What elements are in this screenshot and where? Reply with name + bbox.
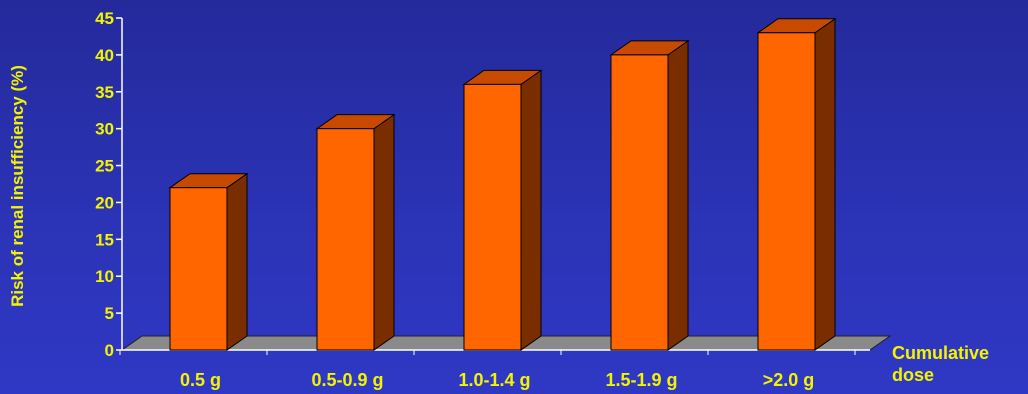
y-axis-title: Risk of renal insufficiency (%) [8,65,28,307]
bar-front-face [758,33,815,350]
y-tick-label: 35 [95,83,114,102]
x-tick-label: 1.5-1.9 g [605,370,677,390]
bar-side-face [521,70,541,350]
x-tick-label: 0.5-0.9 g [311,370,383,390]
bar-3 [464,70,541,350]
x-tick-label: >2.0 g [763,370,815,390]
bar-side-face [227,174,247,350]
bar-side-face [815,19,835,350]
x-tick-label: 0.5 g [180,370,221,390]
y-tick-label: 25 [95,157,114,176]
y-axis-title-wrap: Risk of renal insufficiency (%) [0,0,36,394]
bar-front-face [464,84,521,350]
y-tick-label: 5 [105,304,114,323]
x-axis-title: Cumulative dose [892,342,1022,386]
y-tick-label: 0 [105,341,114,360]
y-tick-label: 45 [95,9,114,28]
bar-front-face [170,188,227,350]
y-tick-label: 30 [95,120,114,139]
y-tick-label: 40 [95,46,114,65]
x-tick-label: 1.0-1.4 g [458,370,530,390]
y-tick-label: 20 [95,193,114,212]
y-tick-label: 10 [95,267,114,286]
bar-4 [611,41,688,350]
bar-front-face [317,129,374,350]
bar-5 [758,19,835,350]
bar-side-face [374,115,394,350]
y-tick-label: 15 [95,230,114,249]
bar-front-face [611,55,668,350]
bar-1 [170,174,247,350]
bar-side-face [668,41,688,350]
bar-2 [317,115,394,350]
